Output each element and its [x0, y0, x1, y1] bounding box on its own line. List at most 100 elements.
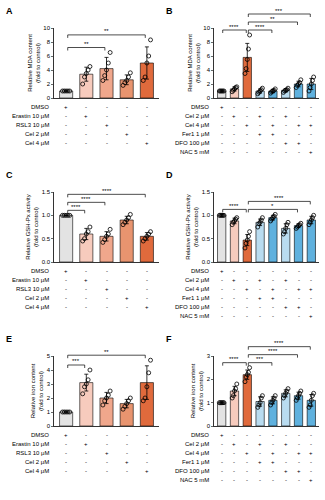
svg-text:Cel 2 μM: Cel 2 μM: [25, 459, 49, 465]
svg-text:-: -: [65, 468, 67, 474]
svg-text:-: -: [221, 149, 223, 155]
svg-text:-: -: [85, 131, 87, 137]
svg-text:****: ****: [71, 204, 81, 210]
svg-text:2: 2: [47, 395, 51, 401]
svg-text:-: -: [126, 286, 128, 292]
svg-text:-: -: [85, 104, 87, 110]
svg-text:NAC 5 mM: NAC 5 mM: [180, 313, 209, 319]
svg-text:-: -: [65, 304, 67, 310]
svg-text:-: -: [285, 149, 287, 155]
svg-text:****: ****: [81, 196, 91, 202]
svg-text:DFO 100 μM: DFO 100 μM: [175, 304, 209, 310]
svg-text:****: ****: [229, 356, 239, 362]
svg-text:+: +: [258, 459, 262, 465]
svg-text:-: -: [106, 268, 108, 274]
svg-text:+: +: [297, 122, 301, 128]
svg-text:-: -: [85, 468, 87, 474]
svg-text:10: 10: [203, 25, 210, 31]
svg-text:-: -: [65, 113, 67, 119]
svg-text:-: -: [310, 304, 312, 310]
svg-text:Cel 4 μM: Cel 4 μM: [185, 286, 209, 292]
svg-text:-: -: [246, 104, 248, 110]
svg-text:-: -: [233, 304, 235, 310]
svg-text:Relative GSH-Px activity(fold: Relative GSH-Px activity(fold to control…: [185, 194, 199, 259]
svg-text:-: -: [246, 295, 248, 301]
svg-text:2: 2: [207, 376, 211, 382]
svg-text:-: -: [65, 295, 67, 301]
svg-text:-: -: [246, 304, 248, 310]
svg-text:+: +: [145, 468, 149, 474]
svg-text:-: -: [146, 295, 148, 301]
svg-text:-: -: [106, 304, 108, 310]
svg-text:Erastin 10 μM: Erastin 10 μM: [12, 113, 49, 119]
svg-text:-: -: [259, 477, 261, 483]
svg-text:+: +: [220, 268, 224, 274]
svg-text:-: -: [310, 441, 312, 447]
svg-text:+: +: [145, 140, 149, 146]
svg-text:-: -: [259, 149, 261, 155]
svg-text:Fer1 1 μM: Fer1 1 μM: [182, 459, 209, 465]
svg-text:+: +: [271, 459, 275, 465]
svg-text:-: -: [285, 450, 287, 456]
svg-text:+: +: [271, 122, 275, 128]
svg-text:+: +: [84, 113, 88, 119]
svg-text:RSL3 10 μM: RSL3 10 μM: [16, 122, 49, 128]
svg-text:-: -: [285, 122, 287, 128]
svg-text:+: +: [284, 113, 288, 119]
svg-text:-: -: [146, 104, 148, 110]
svg-text:-: -: [246, 313, 248, 319]
svg-text:**: **: [84, 41, 89, 47]
svg-text:-: -: [221, 131, 223, 137]
svg-text:+: +: [220, 104, 224, 110]
svg-text:-: -: [298, 477, 300, 483]
svg-text:-: -: [85, 459, 87, 465]
svg-text:-: -: [233, 468, 235, 474]
svg-text:-: -: [106, 459, 108, 465]
svg-text:****: ****: [229, 203, 239, 209]
svg-text:+: +: [297, 450, 301, 456]
svg-text:C: C: [6, 170, 13, 180]
svg-text:-: -: [65, 450, 67, 456]
svg-text:Cel 2 μM: Cel 2 μM: [25, 131, 49, 137]
svg-text:-: -: [298, 295, 300, 301]
svg-text:-: -: [85, 140, 87, 146]
svg-text:****: ****: [255, 24, 265, 30]
svg-text:-: -: [298, 277, 300, 283]
svg-text:-: -: [221, 122, 223, 128]
svg-text:**: **: [104, 349, 109, 355]
svg-text:-: -: [233, 477, 235, 483]
svg-text:-: -: [146, 122, 148, 128]
svg-text:-: -: [126, 441, 128, 447]
svg-text:DMSO: DMSO: [31, 104, 49, 110]
svg-text:Cel 2 μM: Cel 2 μM: [185, 113, 209, 119]
svg-text:-: -: [221, 450, 223, 456]
svg-text:-: -: [233, 286, 235, 292]
svg-text:+: +: [309, 450, 313, 456]
svg-text:-: -: [259, 268, 261, 274]
svg-text:-: -: [233, 122, 235, 128]
svg-text:-: -: [310, 104, 312, 110]
svg-text:+: +: [125, 295, 129, 301]
svg-text:-: -: [221, 304, 223, 310]
svg-text:-: -: [126, 432, 128, 438]
svg-text:+: +: [232, 113, 236, 119]
svg-text:-: -: [298, 149, 300, 155]
svg-text:-: -: [272, 277, 274, 283]
svg-text:****: ****: [268, 348, 278, 354]
svg-text:Relative MDA content(fold to c: Relative MDA content(fold to control): [27, 34, 41, 92]
svg-text:-: -: [106, 295, 108, 301]
svg-text:-: -: [272, 113, 274, 119]
svg-text:-: -: [272, 268, 274, 274]
svg-text:-: -: [146, 459, 148, 465]
svg-text:-: -: [310, 295, 312, 301]
svg-text:NAC 5 mM: NAC 5 mM: [180, 149, 209, 155]
svg-text:+: +: [232, 441, 236, 447]
svg-text:-: -: [106, 432, 108, 438]
svg-text:+: +: [105, 450, 109, 456]
svg-text:-: -: [272, 468, 274, 474]
svg-text:-: -: [298, 268, 300, 274]
svg-text:-: -: [246, 432, 248, 438]
svg-text:-: -: [85, 286, 87, 292]
svg-text:A: A: [6, 6, 13, 16]
svg-text:-: -: [85, 295, 87, 301]
